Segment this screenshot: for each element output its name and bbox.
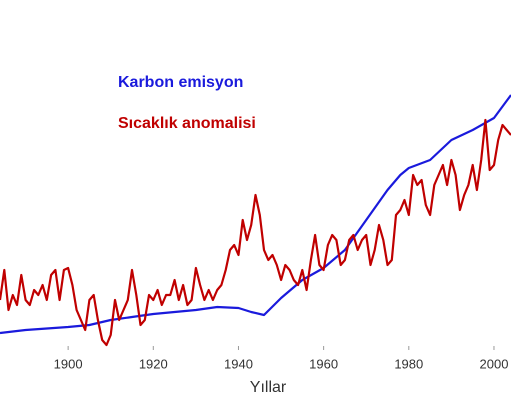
- x-tick-label: 1960: [309, 356, 338, 371]
- line: [0, 94, 511, 335]
- x-tick-label: 1900: [54, 356, 83, 371]
- legend-label: Sıcaklık anomalisi: [118, 115, 256, 132]
- legend-label: Karbon emisyon: [118, 74, 243, 91]
- x-tick-label: 1980: [394, 356, 423, 371]
- x-axis-label: Yıllar: [250, 379, 287, 396]
- line: [0, 118, 511, 347]
- x-tick-label: 2000: [480, 356, 509, 371]
- x-tick-label: 1940: [224, 356, 253, 371]
- x-tick-label: 1920: [139, 356, 168, 371]
